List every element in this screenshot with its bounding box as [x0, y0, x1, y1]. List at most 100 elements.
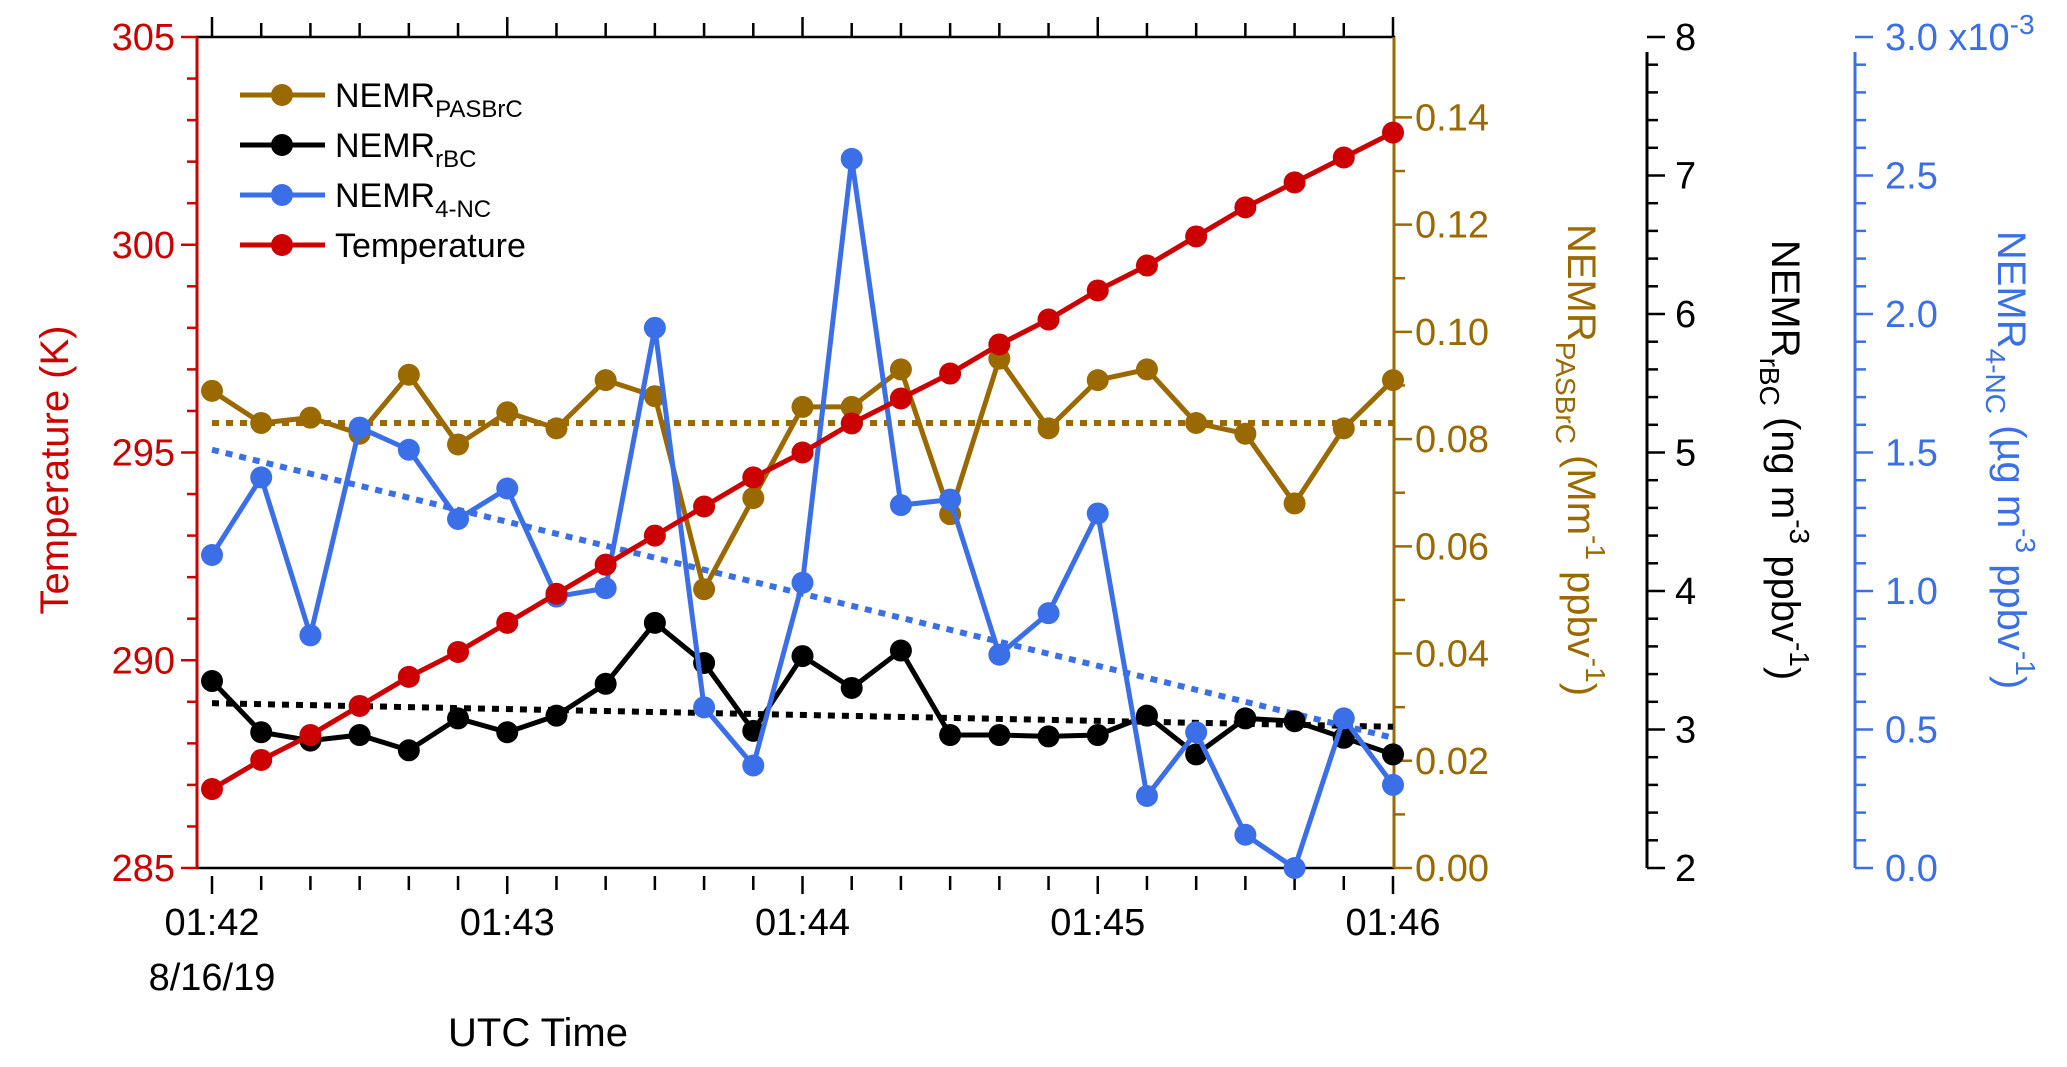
rbc-tick-label: 2	[1675, 848, 1696, 890]
data-point	[1382, 743, 1404, 766]
legend-swatch-marker	[271, 234, 293, 256]
rbc-title-end: )	[1763, 667, 1807, 680]
legend-swatch-marker	[271, 84, 293, 106]
x-axis: 01:42 01:43 01:44 01:45 01:46	[164, 17, 1441, 944]
rbc-title-sub: rBC	[1754, 358, 1785, 406]
legend-label-sub: rBC	[435, 146, 476, 173]
rbc-tick-label: 5	[1675, 433, 1696, 475]
data-point	[791, 571, 814, 594]
pasbrc-tick-label: 0.06	[1415, 526, 1489, 568]
pasbrc-tick-label: 0.10	[1415, 312, 1489, 354]
data-point	[348, 416, 371, 439]
data-point	[250, 412, 273, 435]
data-point	[1185, 225, 1208, 248]
rbc-title-sup: -3	[1784, 519, 1815, 544]
x-axis-title: UTC Time	[448, 1011, 628, 1055]
data-point	[447, 640, 470, 663]
rbc-title-units: (ng m	[1763, 406, 1807, 519]
data-point	[791, 395, 814, 418]
data-point	[1037, 308, 1060, 331]
data-point	[1086, 369, 1109, 392]
x-tick-label: 01:46	[1345, 902, 1440, 944]
x-tick-label: 01:44	[755, 902, 850, 944]
nc-axis: 0.0 0.5 1.0 1.5 2.0 2.5 3.0 x10-3 NEMR4-NC (µg …	[1853, 9, 2041, 890]
trend-line	[211, 700, 1394, 730]
nc-title-sup: -3	[2010, 528, 2041, 553]
data-point	[1283, 857, 1306, 879]
legend-label-sub: PASBrC	[435, 96, 523, 123]
data-point	[397, 363, 420, 386]
data-point	[447, 707, 470, 730]
data-point	[742, 487, 765, 510]
data-point	[1234, 823, 1257, 846]
pasbrc-title-main: NEMR	[1559, 224, 1603, 342]
legend-label: NEMRrBC	[335, 127, 476, 173]
nc-title-main: NEMR	[1989, 231, 2033, 349]
data-point	[840, 676, 863, 699]
nc-tick-label: 0.0	[1885, 848, 1938, 890]
temperature-axis: 285 290 295 300 305	[112, 17, 197, 890]
rbc-axis-title: NEMRrBC (ng m-3 ppbv-1)	[1754, 240, 1815, 680]
temperature-tick-label: 285	[112, 848, 175, 890]
data-point	[1135, 704, 1158, 727]
data-point	[1234, 707, 1257, 730]
data-point	[643, 385, 666, 408]
data-point	[791, 441, 814, 464]
data-point	[939, 488, 962, 511]
pasbrc-tick-label: 0.08	[1415, 419, 1489, 461]
nc-tick-label: 1.0	[1885, 571, 1938, 613]
trend-line	[211, 446, 1394, 741]
data-point	[348, 694, 371, 717]
pasbrc-title-sup2: -1	[1580, 658, 1611, 683]
nc-tick-label: 3.0 x10-3	[1885, 9, 2035, 59]
data-point	[1283, 710, 1306, 733]
temperature-tick-label: 290	[112, 640, 175, 682]
data-point	[643, 611, 666, 634]
data-point	[594, 369, 617, 392]
data-point	[1185, 721, 1208, 744]
data-point	[889, 387, 912, 410]
data-point	[201, 379, 223, 402]
data-point	[1332, 707, 1355, 730]
pasbrc-axis: 0.00 0.02 0.04 0.06 0.08 0.10 0.12 0.14 NEMRPASB…	[1394, 97, 1611, 890]
data-point	[693, 696, 716, 719]
legend-label-main: NEMR	[335, 77, 435, 115]
legend-label: NEMRPASBrC	[335, 77, 523, 123]
data-point	[988, 333, 1011, 356]
nc-title-units2: ppbv	[1989, 553, 2033, 651]
data-point	[1234, 422, 1257, 445]
data-point	[1283, 492, 1306, 515]
data-point	[496, 401, 519, 424]
x-tick-label: 01:42	[164, 902, 259, 944]
x-date-label: 8/16/19	[149, 957, 276, 999]
pasbrc-tick-label: 0.00	[1415, 848, 1489, 890]
pasbrc-title-sup: -1	[1580, 535, 1611, 560]
data-point	[742, 754, 765, 777]
data-point	[1234, 196, 1257, 219]
rbc-tick-label: 3	[1675, 710, 1696, 752]
data-point	[939, 724, 962, 747]
data-point	[840, 412, 863, 435]
data-point	[1037, 725, 1060, 748]
series-line	[209, 156, 1396, 871]
data-point	[447, 507, 470, 530]
rbc-title-main: NEMR	[1763, 240, 1807, 358]
pasbrc-tick-label: 0.14	[1415, 97, 1489, 139]
data-point	[988, 724, 1011, 747]
data-point	[1332, 417, 1355, 440]
data-point	[1382, 369, 1404, 392]
data-point	[250, 466, 273, 489]
data-point	[1283, 171, 1306, 194]
data-point	[693, 495, 716, 518]
nc-tick-label: 1.5	[1885, 433, 1938, 475]
legend-label: NEMR4-NC	[335, 177, 491, 223]
data-point	[594, 672, 617, 695]
data-point	[1037, 602, 1060, 625]
data-point	[889, 494, 912, 517]
pasbrc-title-end: )	[1559, 683, 1603, 696]
data-point	[643, 524, 666, 547]
data-point	[1086, 502, 1109, 525]
rbc-tick-label: 7	[1675, 156, 1696, 198]
